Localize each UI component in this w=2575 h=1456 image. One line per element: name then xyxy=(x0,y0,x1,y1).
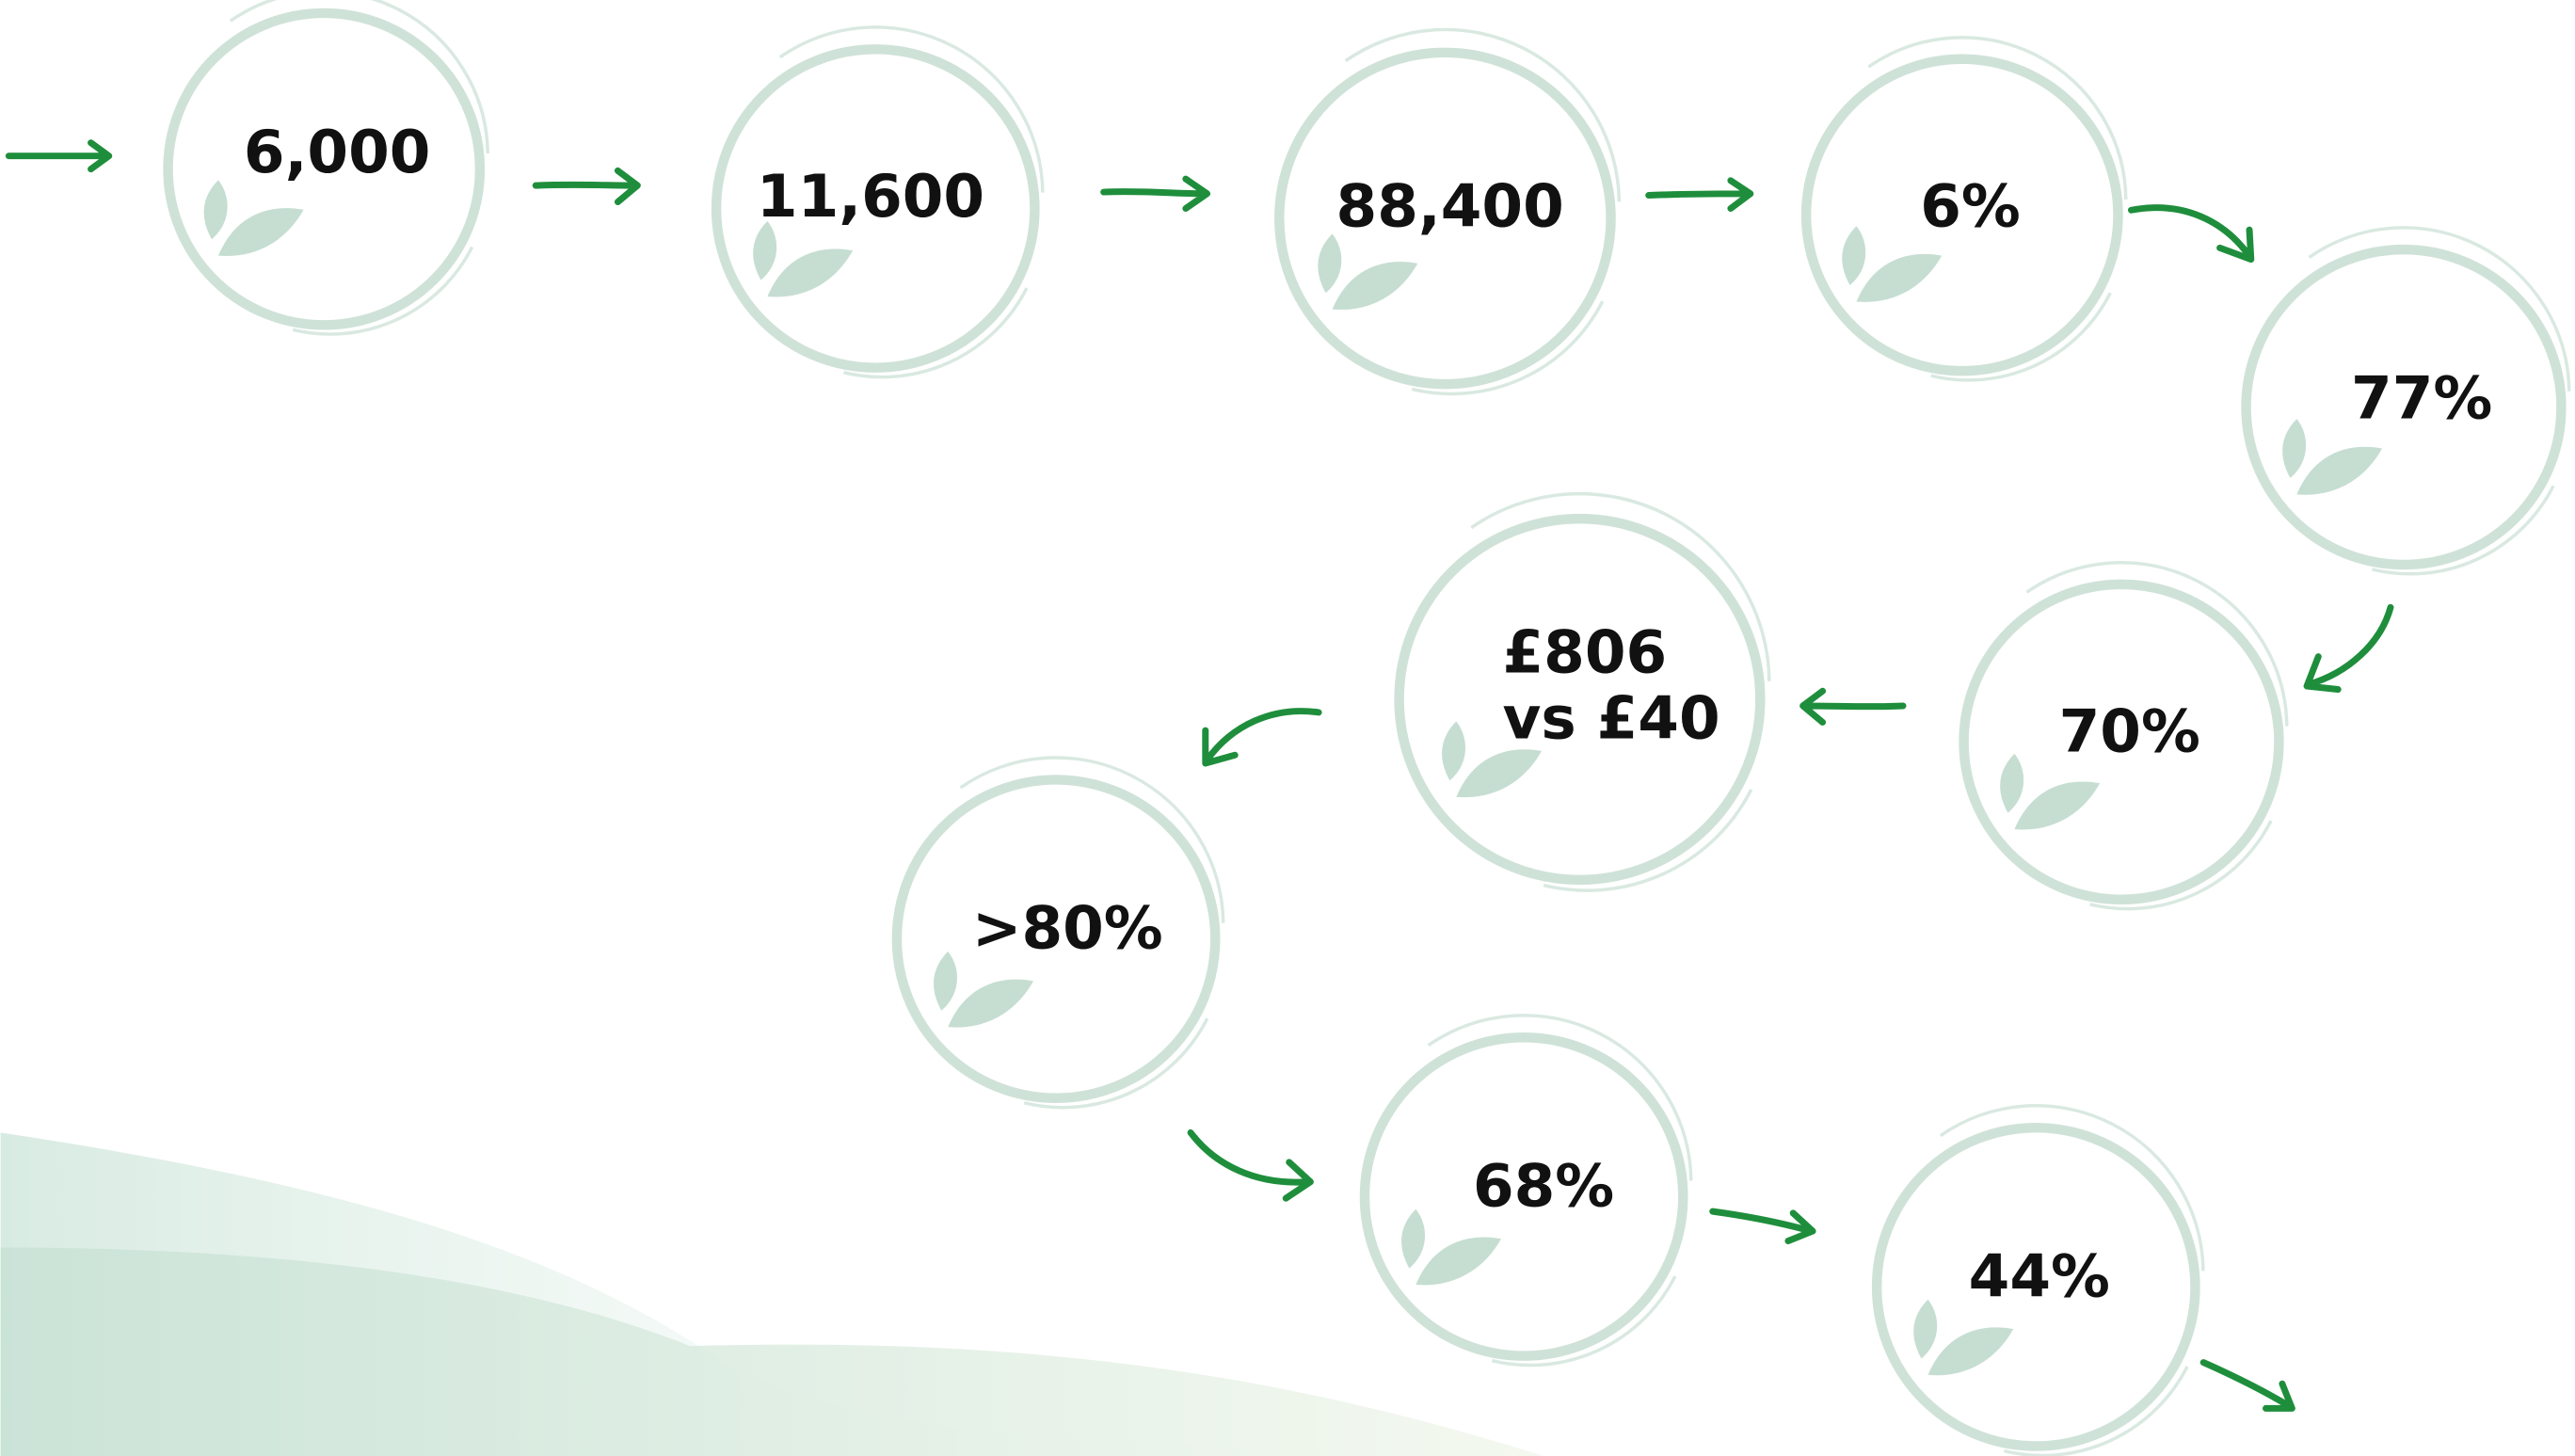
leaf xyxy=(1842,226,1866,286)
node-value: vs £40 xyxy=(1502,683,1719,752)
node-swoosh xyxy=(2308,226,2571,392)
leaf xyxy=(1318,233,1342,294)
node-swoosh xyxy=(842,287,1029,379)
node: 11,600 xyxy=(711,25,1045,379)
node-swoosh xyxy=(1427,1014,1693,1181)
node-ring xyxy=(1800,54,2123,376)
node-swoosh xyxy=(1470,491,1771,681)
node: 88,400 xyxy=(1274,27,1622,396)
node: >80% xyxy=(891,756,1225,1110)
background-waves xyxy=(0,1132,1544,1456)
node-ring xyxy=(1959,579,2284,904)
node-swoosh xyxy=(2004,1366,2189,1456)
node-swoosh xyxy=(1411,300,1605,396)
node: 44% xyxy=(1871,1104,2205,1456)
node-value: 70% xyxy=(2059,696,2200,765)
leaf xyxy=(948,979,1033,1028)
node-swoosh xyxy=(229,0,489,154)
node-swoosh xyxy=(1867,36,2128,200)
node-value: 68% xyxy=(1473,1152,1614,1221)
node-value: 11,600 xyxy=(757,162,984,231)
node-value: >80% xyxy=(972,894,1163,963)
node-ring xyxy=(891,775,1221,1104)
node: 77% xyxy=(2241,226,2571,576)
node: 68% xyxy=(1359,1014,1693,1368)
leaf xyxy=(767,248,854,297)
leaf xyxy=(2296,446,2383,495)
node-swoosh xyxy=(778,25,1045,193)
leaf xyxy=(1401,1208,1426,1269)
node-ring xyxy=(1274,47,1616,390)
leaf xyxy=(1927,1327,2014,1376)
node-swoosh xyxy=(1344,27,1622,202)
leaf xyxy=(1913,1299,1938,1359)
node-swoosh xyxy=(1023,1017,1209,1110)
leaf xyxy=(2014,781,2101,830)
node-swoosh xyxy=(2025,560,2289,727)
leaf xyxy=(934,951,957,1011)
node-value: 44% xyxy=(1969,1241,2110,1310)
node-value: 6,000 xyxy=(244,118,431,186)
leaf xyxy=(1442,721,1466,781)
node: 70% xyxy=(1959,560,2289,911)
leaf xyxy=(2282,419,2307,478)
node-value: 6% xyxy=(1920,171,2021,240)
node: 6,000 xyxy=(163,0,489,336)
leaf xyxy=(753,220,777,280)
leaf xyxy=(217,208,304,257)
node-ring xyxy=(1359,1032,1688,1361)
leaf xyxy=(1415,1237,1502,1286)
node-swoosh xyxy=(1543,789,1753,892)
node-swoosh xyxy=(1939,1104,2205,1272)
node-ring xyxy=(711,44,1040,373)
node-swoosh xyxy=(959,756,1225,923)
node-swoosh xyxy=(1930,292,2112,382)
node-ring xyxy=(2241,244,2567,570)
leaf xyxy=(1332,262,1418,311)
node-swoosh xyxy=(2089,820,2273,911)
node-ring xyxy=(163,8,486,330)
node: 6% xyxy=(1800,36,2128,382)
leaf xyxy=(2000,753,2024,813)
node-value: 77% xyxy=(2351,363,2492,432)
node-swoosh xyxy=(292,246,474,336)
node-swoosh xyxy=(2372,485,2555,576)
node-ring xyxy=(1394,513,1766,886)
arrows xyxy=(5,139,2394,1412)
node-swoosh xyxy=(1491,1275,1677,1368)
leaf xyxy=(1856,253,1943,302)
leaf xyxy=(1456,749,1542,798)
node-value: 88,400 xyxy=(1336,171,1564,240)
leaf xyxy=(203,180,228,240)
node-ring xyxy=(1871,1122,2200,1451)
node-value: £806 xyxy=(1502,618,1667,687)
